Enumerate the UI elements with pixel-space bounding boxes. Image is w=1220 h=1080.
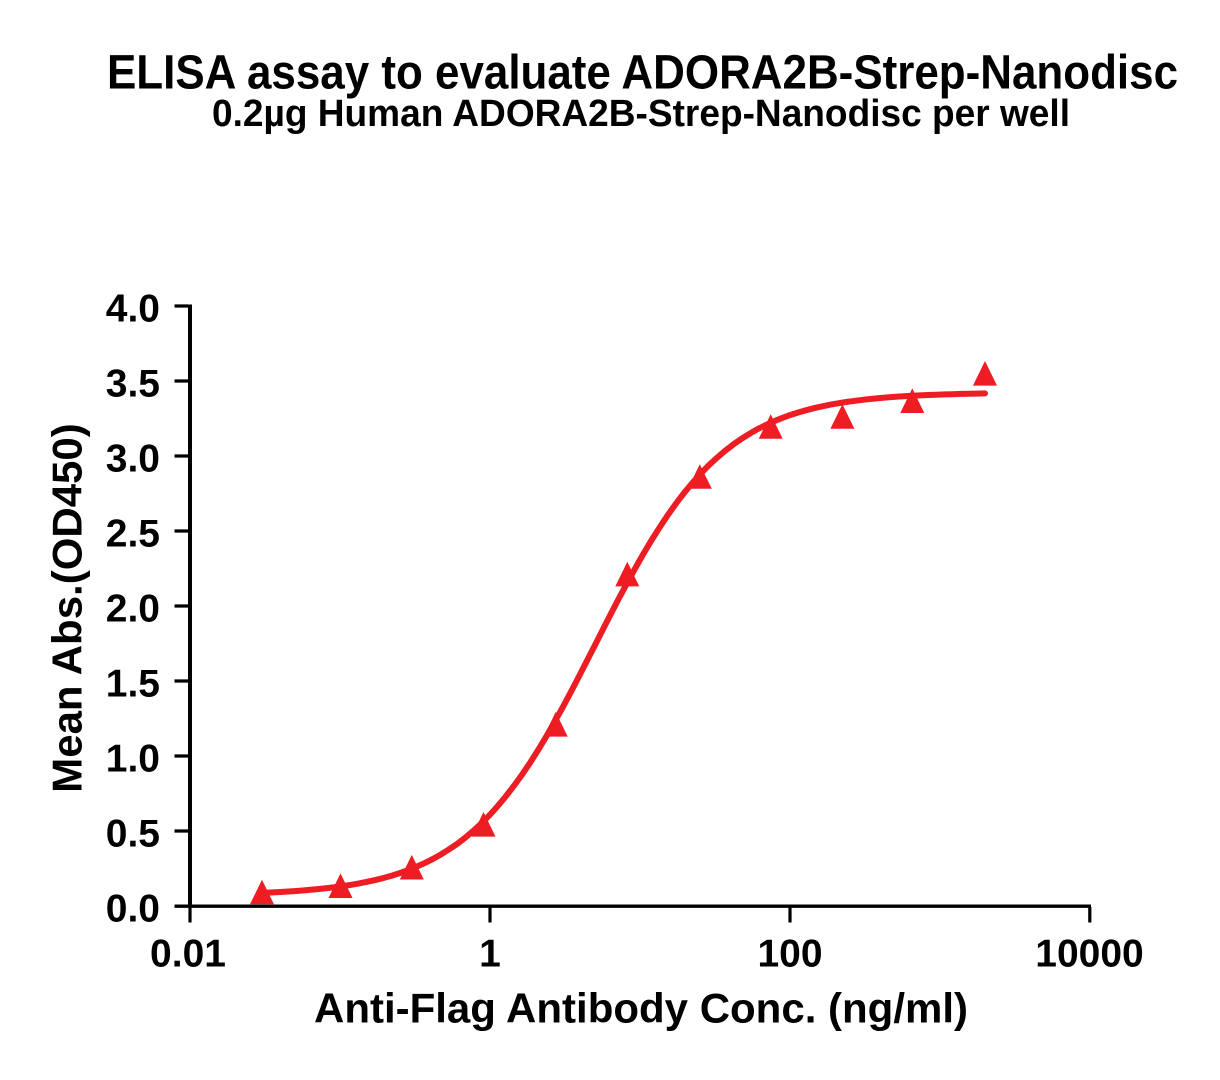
svg-text:3.5: 3.5 — [106, 362, 160, 405]
svg-text:1.5: 1.5 — [106, 662, 160, 705]
svg-text:0.0: 0.0 — [106, 887, 160, 930]
svg-text:1.0: 1.0 — [106, 737, 160, 780]
svg-text:ELISA assay to evaluate ADORA2: ELISA assay to evaluate ADORA2B-Strep-Na… — [107, 46, 1178, 99]
svg-text:100: 100 — [757, 932, 822, 975]
svg-text:4.0: 4.0 — [106, 287, 160, 330]
svg-text:2.5: 2.5 — [106, 512, 160, 555]
svg-text:0.01: 0.01 — [150, 932, 226, 975]
svg-text:Mean Abs.(OD450): Mean Abs.(OD450) — [44, 423, 91, 793]
svg-text:0.5: 0.5 — [106, 812, 160, 855]
svg-text:3.0: 3.0 — [106, 437, 160, 480]
svg-text:1: 1 — [479, 932, 501, 975]
svg-text:2.0: 2.0 — [106, 587, 160, 630]
svg-text:0.2µg Human ADORA2B-Strep-Nano: 0.2µg Human ADORA2B-Strep-Nanodisc per w… — [212, 93, 1070, 135]
svg-text:Anti-Flag Antibody Conc. (ng/m: Anti-Flag Antibody Conc. (ng/ml) — [314, 984, 968, 1031]
svg-text:10000: 10000 — [1035, 932, 1143, 975]
